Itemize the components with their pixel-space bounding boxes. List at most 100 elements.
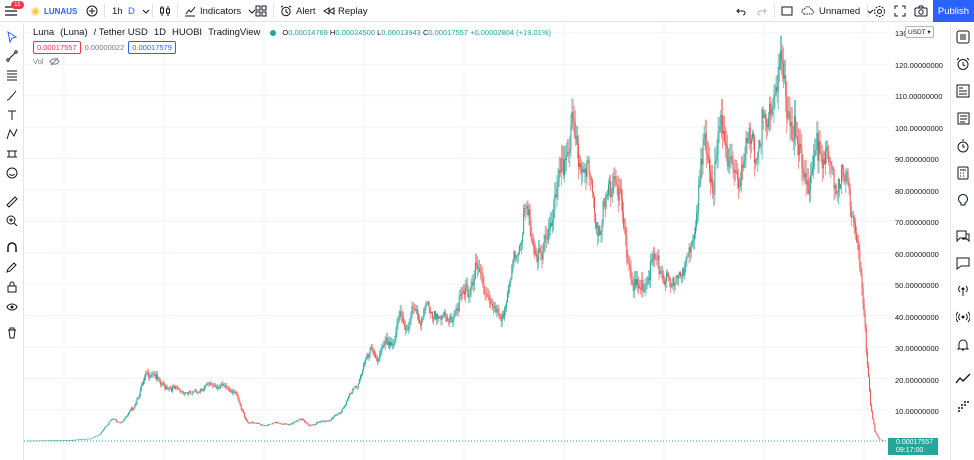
candle-body [200, 389, 202, 390]
prediction-tool[interactable] [3, 145, 21, 163]
candle-body [831, 165, 833, 170]
eye-crossed-icon[interactable] [49, 57, 61, 66]
chart-type-button[interactable] [159, 0, 171, 22]
sell-price-button[interactable]: 0.00017557 [33, 41, 81, 54]
compare-symbol-button[interactable] [86, 0, 98, 22]
symbol-search-button[interactable]: LUNAUS [31, 0, 77, 22]
settings-button[interactable] [873, 0, 886, 22]
layouts-button[interactable] [255, 0, 267, 22]
icon-tool[interactable] [3, 164, 21, 182]
stay-in-drawing-tool[interactable] [3, 258, 21, 276]
indicators-button[interactable]: Indicators [184, 0, 257, 22]
candle-body [859, 250, 861, 268]
candle-body [458, 295, 460, 312]
candle-body [764, 113, 766, 120]
candle-body [186, 392, 188, 394]
candle-body [814, 150, 816, 157]
signals-button[interactable] [954, 308, 972, 326]
fullscreen-button[interactable] [894, 0, 906, 22]
candle-body [746, 137, 748, 144]
interval-label: 1h [112, 5, 123, 17]
snapshot-button[interactable] [914, 0, 928, 22]
dom-button[interactable] [954, 397, 972, 415]
candle-body [515, 255, 517, 259]
brush-tool[interactable] [3, 86, 21, 104]
legend-symbol-name[interactable]: Luna [33, 27, 55, 38]
remove-drawings-tool[interactable] [3, 324, 21, 342]
magnet-tool[interactable] [3, 238, 21, 256]
price-axis-label: 40.00000000 [895, 313, 939, 322]
publish-button[interactable]: Publish [933, 0, 974, 22]
grid-icon [255, 5, 267, 17]
candle-body [120, 422, 122, 424]
ruler-tool[interactable] [3, 193, 21, 211]
candle-body [856, 232, 858, 242]
candle-body [318, 422, 320, 423]
candle-body [706, 153, 708, 156]
candle-body [668, 274, 670, 278]
candle-body [314, 424, 316, 426]
candle-body [766, 124, 768, 127]
calculator-button[interactable] [954, 164, 972, 182]
undo-button[interactable] [735, 0, 747, 22]
candle-body [414, 308, 416, 311]
interval-dropdown[interactable]: D [128, 0, 151, 22]
candle-body [54, 440, 56, 441]
trading-panel-button[interactable] [954, 370, 972, 388]
hotlist-button[interactable] [954, 109, 972, 127]
candle-body [391, 342, 393, 346]
redo-button[interactable] [756, 0, 768, 22]
candle-body [759, 140, 761, 146]
candle-body [574, 122, 576, 140]
clock-icon [957, 139, 969, 153]
price-chart[interactable] [24, 23, 950, 460]
candle-body [630, 268, 632, 281]
candle-body [871, 404, 873, 412]
eye-icon [6, 303, 18, 311]
interval-button[interactable]: 1h [112, 0, 123, 22]
notifications-button[interactable] [954, 336, 972, 354]
candle-body [518, 245, 520, 254]
zoom-tool[interactable] [3, 212, 21, 230]
calculator-icon [957, 166, 969, 180]
candle-body [63, 440, 65, 441]
replay-button[interactable]: Replay [323, 0, 368, 22]
cursor-tool[interactable] [3, 28, 21, 46]
chats-button[interactable] [954, 227, 972, 245]
data-window-button[interactable] [954, 82, 972, 100]
ideas-button[interactable] [954, 191, 972, 209]
candle-body [384, 340, 386, 346]
candle-body [364, 362, 366, 364]
alert-button[interactable]: Alert [280, 0, 316, 22]
candle-body [614, 175, 616, 179]
candle-body [586, 160, 588, 177]
layout-name-button[interactable]: Unnamed [801, 0, 875, 22]
chevron-down-icon [866, 9, 874, 14]
candle-body [315, 422, 317, 425]
currency-selector[interactable]: USDT ▾ [905, 26, 934, 38]
alerts-button[interactable] [954, 55, 972, 73]
candle-body [772, 106, 774, 110]
candle-body [487, 294, 489, 297]
hide-drawings-tool[interactable] [3, 298, 21, 316]
lock-drawings-tool[interactable] [3, 278, 21, 296]
candle-body [210, 383, 212, 386]
buy-price-button[interactable]: 0.00017579 [128, 41, 176, 54]
streams-button[interactable] [954, 281, 972, 299]
candle-body [724, 130, 726, 142]
candle-body [688, 247, 690, 257]
calendar-button[interactable] [954, 137, 972, 155]
chevron-down-icon [142, 9, 150, 14]
watchlist-button[interactable] [954, 28, 972, 46]
messages-button[interactable] [954, 254, 972, 272]
candle-body [610, 181, 612, 197]
candle-body [792, 140, 794, 142]
text-tool[interactable] [3, 106, 21, 124]
trend-line-tool[interactable] [3, 47, 21, 65]
candle-body [69, 440, 71, 441]
candle-body [787, 111, 789, 119]
fullscreen-toggle-button[interactable] [781, 0, 793, 22]
pattern-tool[interactable] [3, 125, 21, 143]
candle-body [324, 421, 326, 423]
fib-tool[interactable] [3, 66, 21, 84]
